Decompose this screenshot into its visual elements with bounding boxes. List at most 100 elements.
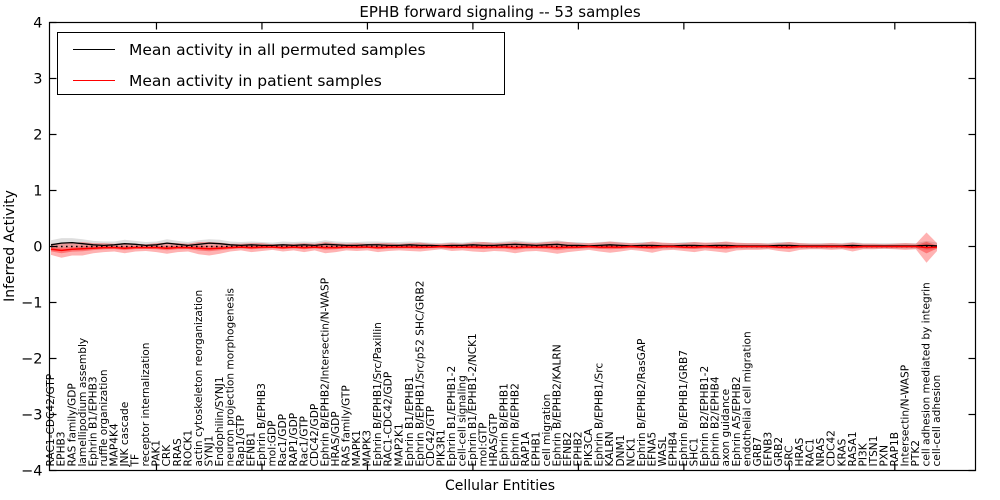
x-category-label: Rac1/GDP	[277, 413, 289, 466]
x-category-label: Ephrin B1/EPHB1-2/NCK1	[467, 333, 479, 466]
x-category-label: RRAS	[172, 438, 184, 467]
legend: Mean activity in all permuted samples Me…	[57, 32, 505, 95]
x-category-label: Ephrin B/EPHB2	[509, 383, 521, 466]
x-category-label: mol:GTP	[478, 422, 490, 467]
patient-line-swatch	[73, 80, 115, 81]
y-tick-label: 4	[33, 16, 42, 32]
x-category-label: CDC42/GTP	[425, 405, 437, 466]
x-axis-label: Cellular Entities	[444, 478, 556, 494]
x-category-label: SHC1	[689, 438, 701, 467]
x-category-label: cell-cell signaling	[457, 375, 469, 466]
x-category-label: TF	[130, 454, 142, 468]
x-category-label: EFNB1	[246, 432, 258, 467]
legend-row-patient: Mean activity in patient samples	[58, 66, 504, 95]
x-category-label: cell adhesion mediated by integrin	[921, 282, 933, 466]
x-category-label: MAP2K1	[393, 423, 405, 466]
x-category-label: actin cytoskeleton reorganization	[193, 290, 205, 467]
x-category-label: PAK1	[151, 440, 163, 467]
x-category-label: SYNJ1	[203, 436, 215, 467]
x-category-label: neuron projection morphogenesis	[225, 288, 237, 466]
x-category-label: MAPK1	[351, 430, 363, 466]
x-category-label: Endophilin/SYNJ1	[214, 376, 226, 466]
x-category-label: EPHB4	[668, 431, 680, 466]
chart-title: EPHB forward signaling -- 53 samples	[359, 3, 641, 21]
x-category-label: RAC1	[805, 438, 817, 466]
x-category-label: cell migration	[541, 394, 553, 467]
x-category-label: Ephrin B/EPHB3	[256, 383, 268, 466]
x-category-label: PXN	[878, 445, 890, 467]
x-category-label: EFNB3	[762, 432, 774, 467]
x-category-label: CDC42	[826, 430, 838, 466]
x-category-label: NCK1	[625, 437, 637, 466]
legend-label-permuted: Mean activity in all permuted samples	[129, 40, 426, 59]
x-category-label: RAP1/GDP	[288, 412, 300, 466]
x-category-label: Ephrin B/EPHB1/GRB7	[678, 350, 690, 467]
x-category-label: GRB7	[752, 437, 764, 467]
x-category-label: Ephrin B/EPHB2/KALRN	[551, 344, 563, 466]
x-category-label: ruffle organization	[98, 369, 110, 466]
x-category-label: Ephrin B1/EPHB3	[87, 376, 99, 466]
x-category-label: Ephrin B2/EPHB4	[710, 376, 722, 466]
y-tick-label: −4	[21, 464, 42, 480]
x-category-label: HRAS/GTP	[488, 413, 500, 467]
x-category-label: PI3K	[857, 442, 869, 466]
x-category-label: Rap1/GTP	[235, 415, 247, 467]
x-category-label: PIK3CA	[583, 428, 595, 467]
x-category-label: RAC1-CDC42/GDP	[383, 371, 395, 466]
x-category-label: ROCK1	[182, 430, 194, 467]
y-axis-label: Inferred Activity	[2, 190, 18, 302]
x-category-label: Intersectin/N-WASP	[900, 364, 912, 466]
x-category-label: EFNB2	[562, 432, 574, 467]
x-category-label: MAPK3	[362, 430, 374, 466]
x-category-label: Ephrin B/EPHB2/RasGAP	[636, 338, 648, 467]
legend-label-patient: Mean activity in patient samples	[129, 71, 382, 90]
x-category-label: lamellipodium assembly	[77, 338, 89, 467]
x-category-label: KRAS	[836, 438, 848, 466]
x-category-label: HRAS	[794, 437, 806, 466]
x-category-label: GRB2	[773, 437, 785, 467]
x-category-label: RAP1B	[889, 432, 901, 467]
x-category-label: Ephrin A5/EPHB2	[731, 376, 743, 466]
x-category-label: DNM1	[615, 435, 627, 467]
x-category-label: RAS family/GDP	[66, 383, 78, 467]
x-category-label: EPHB1	[530, 431, 542, 466]
y-tick-label: −3	[21, 408, 42, 424]
permuted-mean-line	[50, 241, 938, 247]
x-category-label: MAP4K4	[108, 423, 120, 466]
x-category-label: PTK2	[910, 440, 922, 467]
x-category-label: NRAS	[815, 437, 827, 466]
x-category-label: Ephrin B/EPHB1/Src/p52 SHC/GRB2	[414, 280, 426, 466]
x-category-label: Rac1/GTP	[298, 415, 310, 466]
x-category-label: cell-cell adhesion	[931, 375, 943, 467]
x-category-label: RASA1	[847, 431, 859, 466]
x-category-label: RAS family/GTP	[341, 385, 353, 467]
x-category-label: EPHB3	[56, 431, 68, 466]
x-category-label: mol:GDP	[267, 420, 279, 467]
y-tick-label: −1	[21, 296, 42, 312]
x-category-label: Ephrin B1/EPHB1	[404, 376, 416, 466]
x-category-label: CRK	[161, 444, 173, 467]
x-category-label: Ephrin B/EPHB1/Src/Paxillin	[372, 322, 384, 466]
x-category-label: CDC42/GDP	[309, 403, 321, 466]
x-category-label: RAC1-CDC42/GTP	[45, 373, 57, 466]
y-tick-label: −2	[21, 352, 42, 368]
x-category-label: Ephrin B1/EPHB1-2	[446, 366, 458, 467]
y-tick-label: 0	[33, 240, 42, 256]
x-category-label: receptor internalization	[140, 342, 152, 466]
x-category-label: Ephrin B/EPHB2/Intersectin/N-WASP	[319, 277, 331, 466]
x-category-label: HRAS/GDP	[330, 411, 342, 467]
y-tick-label: 2	[33, 128, 42, 144]
x-category-label: PIK3R1	[435, 429, 447, 466]
x-category-label: JNK cascade	[119, 402, 131, 468]
x-category-label: ITSN1	[868, 436, 880, 467]
x-category-label: KALRN	[604, 431, 616, 466]
x-category-label: SRC	[784, 446, 796, 467]
x-category-label: WASL	[657, 437, 669, 467]
patient-mean-line	[50, 245, 938, 252]
x-category-label: RAP1A	[520, 431, 532, 466]
x-category-label: EPHB2	[573, 431, 585, 466]
y-tick-label: 3	[33, 72, 42, 88]
x-category-label: Ephrin B/EPHB1/Src	[594, 363, 606, 467]
y-tick-label: 1	[33, 184, 42, 200]
